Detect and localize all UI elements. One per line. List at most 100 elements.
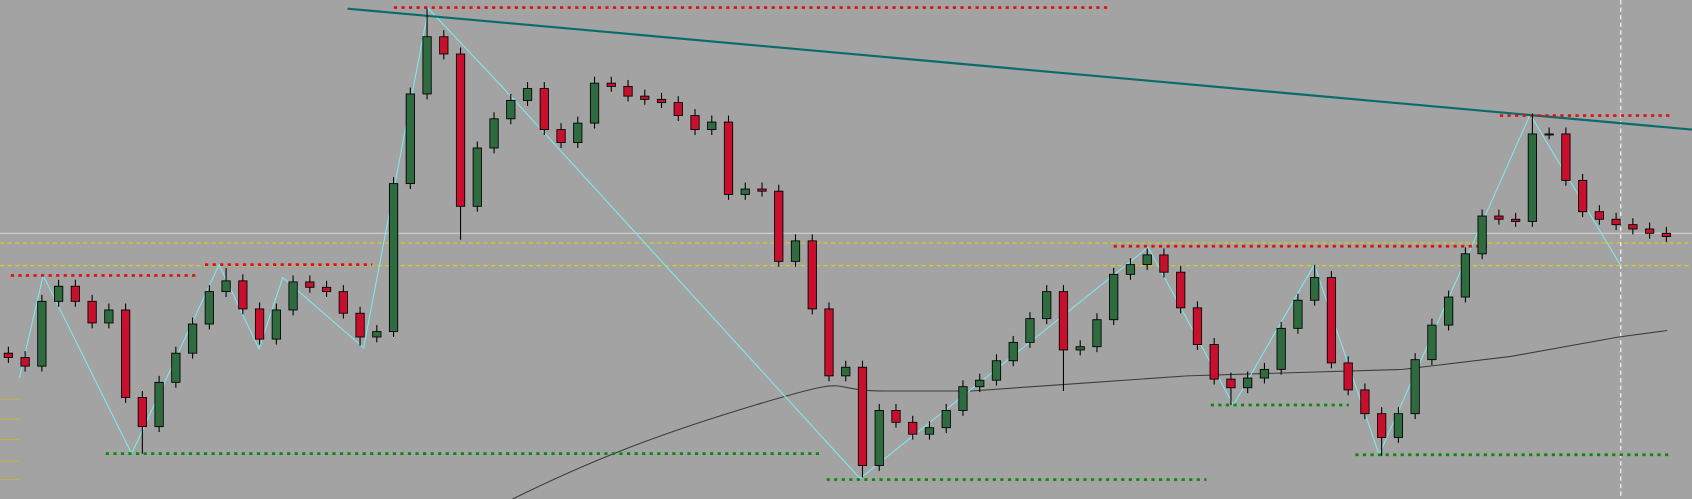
candle-body	[1444, 296, 1454, 326]
candle-body	[924, 427, 935, 435]
candle-body	[857, 366, 868, 466]
candle-body	[472, 147, 482, 207]
candle-body	[37, 300, 47, 367]
candle-body	[824, 308, 834, 377]
candle-body	[908, 421, 918, 435]
candle-body	[1393, 413, 1404, 438]
candle-body	[1561, 133, 1571, 181]
candle-body	[154, 381, 164, 428]
candle-body	[1109, 273, 1119, 321]
candle-body	[439, 36, 449, 55]
candle-body	[20, 357, 30, 367]
candle-body	[1343, 362, 1353, 391]
candle-body	[489, 118, 499, 149]
candle-body	[120, 309, 131, 398]
candle-body	[405, 93, 415, 185]
candle-body	[891, 410, 901, 423]
candle-body	[338, 291, 348, 314]
candle-body	[1209, 344, 1219, 380]
candle-body	[589, 82, 600, 124]
candle-body	[1460, 253, 1471, 298]
candle-body	[1276, 327, 1286, 370]
candle-body	[70, 285, 80, 302]
candle-body	[422, 36, 432, 95]
candle-body	[1578, 179, 1588, 213]
candle-body	[1008, 341, 1018, 362]
candle-body	[1544, 133, 1554, 136]
candle-body	[506, 100, 516, 120]
candle-body	[1259, 368, 1270, 379]
candle-body	[3, 352, 13, 358]
candle-body	[271, 309, 281, 340]
candle-body	[1628, 224, 1638, 230]
moving-average	[512, 329, 1668, 499]
candle-body	[1159, 254, 1169, 273]
candle-body	[690, 115, 700, 131]
candle-body	[606, 82, 616, 87]
candle-body	[673, 102, 683, 117]
candle-body	[1594, 211, 1604, 220]
candle-body	[1427, 324, 1437, 361]
candle-body	[556, 129, 566, 144]
candle-body	[355, 312, 365, 338]
candle-body	[623, 85, 633, 97]
candle-body	[958, 386, 968, 411]
candle-body	[1058, 291, 1069, 351]
candle-body	[1092, 319, 1102, 348]
candle-body	[1360, 389, 1370, 415]
candle-body	[975, 379, 985, 388]
candle-body	[1075, 346, 1085, 351]
trend-line	[347, 7, 1692, 131]
candle-body	[1527, 133, 1538, 222]
candle-body	[221, 280, 231, 293]
candle-body	[204, 291, 214, 325]
side-ticks	[0, 399, 20, 481]
candle-body	[991, 360, 1002, 381]
candle-body	[1377, 413, 1387, 438]
candle-body	[790, 240, 801, 262]
candle-body	[1125, 264, 1136, 275]
candle-body	[1310, 277, 1320, 301]
candle-body	[321, 286, 332, 293]
candle-body	[1410, 359, 1420, 415]
resistance-levels	[10, 6, 1671, 277]
candle-body	[1142, 254, 1152, 266]
candle-body	[539, 88, 549, 131]
candle-body	[53, 285, 64, 302]
candle-body	[137, 397, 147, 428]
candle-body	[1477, 215, 1487, 255]
candle-body	[288, 281, 298, 311]
candle-body	[372, 331, 382, 338]
support-levels	[105, 403, 1671, 481]
candle-body	[1494, 215, 1504, 220]
candle-body	[757, 188, 767, 192]
candle-body	[723, 121, 734, 195]
candle-body	[388, 183, 399, 333]
candle-body	[1025, 318, 1035, 343]
candle-body	[1293, 299, 1303, 329]
candle-body	[455, 53, 466, 207]
candle-body	[87, 300, 97, 324]
candle-body	[1192, 307, 1203, 345]
candle-body	[807, 240, 817, 310]
candle-body	[874, 410, 884, 466]
candle-body	[941, 410, 951, 429]
candle-body	[841, 366, 851, 377]
candle-body	[187, 323, 198, 354]
candle-body	[522, 88, 533, 101]
candle-body	[740, 188, 750, 195]
candle-body	[171, 352, 181, 383]
candle-body	[238, 280, 248, 310]
candle-body	[774, 190, 784, 262]
candle-body	[1611, 218, 1621, 226]
candles	[3, 8, 1671, 478]
candle-body	[707, 121, 717, 131]
candle-body	[1326, 277, 1337, 364]
candle-body	[305, 281, 315, 288]
candle-body	[254, 308, 265, 340]
candle-body	[1511, 218, 1521, 222]
candle-body	[1243, 377, 1253, 389]
